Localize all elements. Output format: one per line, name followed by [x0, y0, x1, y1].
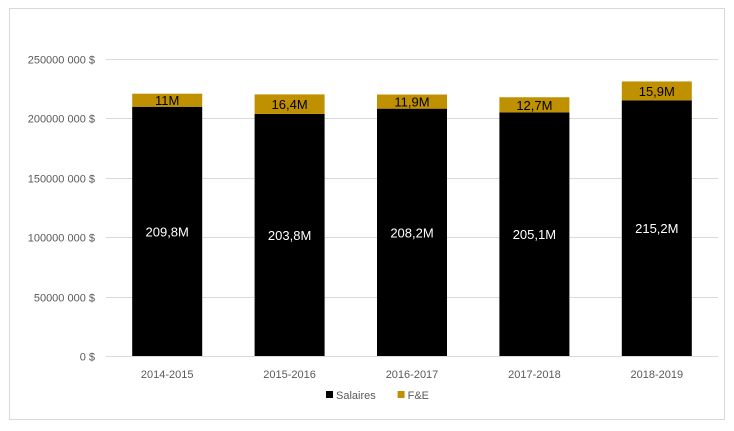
data-labels: 209,8M 11M 203,8M 16,4M 208,2M 11,9M 205,1M 12,…	[146, 84, 679, 243]
bars	[132, 81, 692, 357]
chart-frame: 0 $ 50000 000 $ 100000 000 $ 150000 000 $ 20…	[9, 8, 725, 420]
bar-salaires	[377, 108, 447, 356]
bar-fe	[132, 93, 203, 107]
bar-salaires	[132, 106, 203, 356]
bar-salaires	[254, 113, 325, 357]
y-tick-label: 250000 000 $	[28, 55, 95, 67]
data-label-fe: 16,4M	[272, 97, 308, 112]
data-label-salaires: 205,1M	[513, 227, 556, 242]
bar-fe	[499, 97, 570, 113]
x-tick-label: 2015-2016	[263, 369, 316, 381]
data-label-salaires: 209,8M	[146, 224, 189, 239]
bar-salaires	[499, 112, 570, 356]
y-tick-label: 0 $	[80, 352, 95, 364]
y-tick-label: 100000 000 $	[28, 233, 95, 245]
legend-swatch-salaires	[326, 391, 333, 398]
data-label-fe: 15,9M	[639, 84, 675, 99]
bar-fe	[621, 81, 692, 101]
data-label-fe: 11M	[155, 93, 179, 108]
y-tick-label: 50000 000 $	[34, 293, 95, 305]
data-label-salaires: 203,8M	[268, 228, 311, 243]
data-label-salaires: 215,2M	[635, 221, 678, 236]
x-tick-label: 2016-2017	[386, 369, 439, 381]
bar-fe	[377, 94, 447, 109]
y-axis-tick-labels: 0 $ 50000 000 $ 100000 000 $ 150000 000 $ 20…	[28, 55, 95, 364]
y-tick-label: 150000 000 $	[28, 174, 95, 186]
legend: Salaires F&E	[326, 390, 429, 402]
x-tick-label: 2014-2015	[141, 369, 194, 381]
stacked-bar-chart: 0 $ 50000 000 $ 100000 000 $ 150000 000 $ 20…	[28, 55, 718, 402]
legend-swatch-fe	[397, 391, 405, 398]
legend-label-fe: F&E	[408, 390, 429, 402]
x-axis-tick-labels: 2014-2015 2015-2016 2016-2017 2017-2018 2018…	[141, 369, 683, 381]
y-tick-label: 200000 000 $	[28, 114, 95, 126]
bar-salaires	[621, 100, 692, 356]
bar-fe	[254, 94, 325, 114]
x-tick-label: 2018-2019	[630, 369, 683, 381]
legend-label-salaires: Salaires	[336, 390, 376, 402]
data-label-fe: 12,7M	[516, 98, 552, 113]
data-label-salaires: 208,2M	[390, 225, 433, 240]
data-label-fe: 11,9M	[394, 95, 429, 110]
x-tick-label: 2017-2018	[508, 369, 561, 381]
